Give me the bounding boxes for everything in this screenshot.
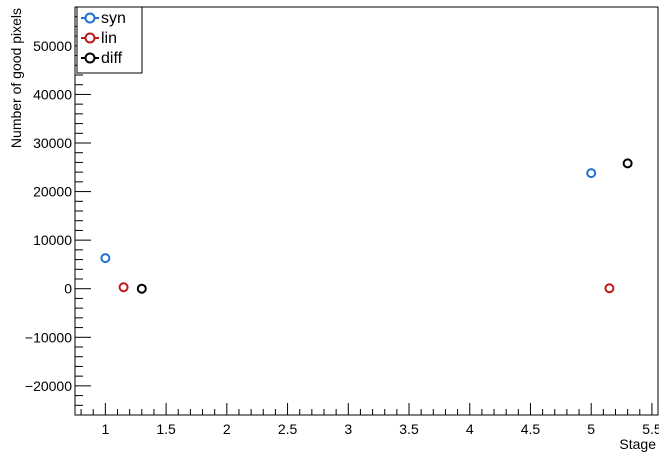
data-points — [100, 158, 633, 294]
data-point-syn — [100, 253, 111, 264]
x-tick-label: 2 — [223, 421, 231, 437]
axis-ticks: 1 1.5 2 2.5 3 3.5 4 4.5 5 5.5 −20000 −10000 0 10000 20… — [25, 6, 659, 437]
x-axis-title: Stage — [619, 436, 656, 452]
legend-marker-syn — [84, 12, 96, 24]
y-tick-label: 20000 — [33, 184, 72, 200]
y-tick-label: 30000 — [33, 135, 72, 151]
plot-frame — [74, 6, 659, 416]
data-point-lin — [604, 283, 615, 294]
legend-marker-lin — [84, 32, 96, 44]
x-tick-label: 4.5 — [521, 421, 541, 437]
x-tick-label: 1.5 — [156, 421, 176, 437]
x-tick-label: 3 — [344, 421, 352, 437]
data-point-diff — [622, 158, 633, 169]
y-tick-label: −20000 — [25, 378, 72, 394]
legend-marker-diff — [84, 52, 96, 64]
legend-label-diff: diff — [101, 50, 123, 67]
y-tick-label: −10000 — [25, 329, 72, 345]
data-point-diff — [136, 283, 147, 294]
legend-label-lin: lin — [101, 30, 117, 47]
y-axis-title: Number of good pixels — [8, 8, 24, 148]
x-tick-label: 5.5 — [642, 421, 659, 437]
y-tick-label: 10000 — [33, 232, 72, 248]
legend: syn lin diff — [76, 6, 143, 74]
x-tick-label: 4 — [466, 421, 474, 437]
x-tick-label: 2.5 — [278, 421, 298, 437]
data-point-lin — [118, 282, 129, 293]
legend-label-syn: syn — [101, 10, 126, 27]
x-tick-label: 5 — [587, 421, 595, 437]
x-tick-label: 1 — [101, 421, 109, 437]
data-point-syn — [586, 168, 597, 179]
x-tick-label: 3.5 — [399, 421, 419, 437]
y-tick-label: 0 — [64, 281, 72, 297]
y-tick-label: 50000 — [33, 38, 72, 54]
y-tick-label: 40000 — [33, 86, 72, 102]
